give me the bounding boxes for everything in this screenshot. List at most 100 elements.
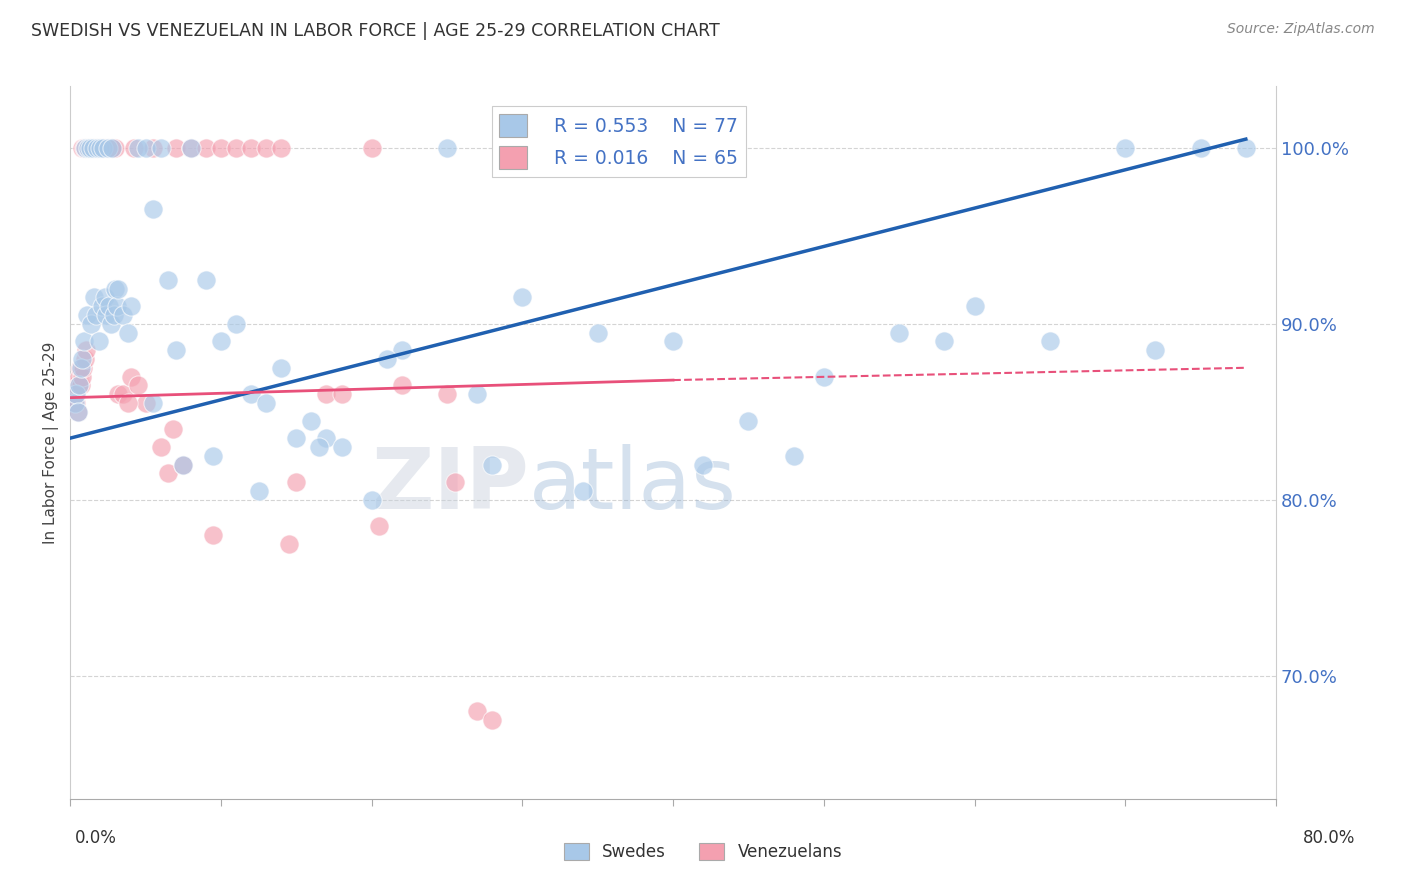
Point: [66, 405, 89, 419]
Point: [107, 282, 129, 296]
Point: [209, 334, 232, 349]
Point: [111, 308, 134, 322]
Point: [247, 483, 270, 498]
Point: [65, 378, 87, 392]
Point: [315, 387, 337, 401]
Point: [84, 308, 107, 322]
Point: [165, 141, 187, 155]
Point: [120, 369, 142, 384]
Legend:   R = 0.553    N = 77,   R = 0.016    N = 65: R = 0.553 N = 77, R = 0.016 N = 65: [492, 106, 745, 177]
Point: [72, 351, 94, 366]
Point: [101, 141, 124, 155]
Point: [142, 141, 165, 155]
Text: 0.0%: 0.0%: [75, 829, 117, 847]
Point: [79, 141, 101, 155]
Point: [165, 343, 187, 358]
Point: [149, 141, 172, 155]
Point: [100, 317, 122, 331]
Point: [180, 141, 202, 155]
Point: [65, 387, 87, 401]
Point: [80, 317, 103, 331]
Point: [180, 141, 202, 155]
Point: [465, 387, 488, 401]
Point: [87, 334, 110, 349]
Point: [157, 273, 180, 287]
Point: [117, 396, 139, 410]
Point: [62, 396, 84, 410]
Point: [104, 282, 127, 296]
Point: [94, 141, 117, 155]
Point: [120, 299, 142, 313]
Point: [202, 528, 225, 542]
Point: [299, 413, 322, 427]
Point: [72, 360, 94, 375]
Point: [69, 360, 91, 375]
Point: [93, 141, 115, 155]
Point: [76, 308, 98, 322]
Point: [436, 141, 458, 155]
Point: [89, 141, 111, 155]
Point: [240, 141, 263, 155]
Point: [285, 431, 308, 445]
Point: [360, 492, 382, 507]
Point: [391, 343, 413, 358]
Point: [443, 475, 465, 489]
Point: [142, 396, 165, 410]
Point: [157, 467, 180, 481]
Point: [66, 405, 89, 419]
Point: [285, 475, 308, 489]
Point: [80, 141, 103, 155]
Point: [97, 141, 120, 155]
Point: [254, 396, 277, 410]
Point: [315, 431, 337, 445]
Point: [571, 483, 593, 498]
Point: [481, 713, 503, 727]
Point: [73, 351, 96, 366]
Point: [127, 378, 149, 392]
Point: [87, 141, 110, 155]
Point: [67, 378, 90, 392]
Point: [194, 141, 217, 155]
Text: SWEDISH VS VENEZUELAN IN LABOR FORCE | AGE 25-29 CORRELATION CHART: SWEDISH VS VENEZUELAN IN LABOR FORCE | A…: [31, 22, 720, 40]
Point: [270, 360, 292, 375]
Point: [436, 387, 458, 401]
Point: [465, 704, 488, 718]
Point: [75, 141, 97, 155]
Point: [662, 334, 685, 349]
Point: [86, 141, 108, 155]
Point: [481, 458, 503, 472]
Point: [70, 369, 93, 384]
Point: [1039, 334, 1062, 349]
Point: [586, 326, 609, 340]
Point: [72, 141, 94, 155]
Point: [368, 519, 391, 533]
Point: [100, 141, 122, 155]
Point: [84, 141, 107, 155]
Point: [360, 141, 382, 155]
Point: [512, 290, 534, 304]
Point: [104, 141, 127, 155]
Point: [107, 387, 129, 401]
Point: [254, 141, 277, 155]
Point: [270, 141, 292, 155]
Point: [963, 299, 986, 313]
Point: [240, 387, 263, 401]
Text: atlas: atlas: [529, 443, 737, 527]
Y-axis label: In Labor Force | Age 25-29: In Labor Force | Age 25-29: [44, 342, 59, 544]
Point: [330, 387, 353, 401]
Point: [90, 299, 112, 313]
Point: [308, 440, 330, 454]
Point: [93, 141, 115, 155]
Point: [391, 378, 413, 392]
Point: [86, 141, 108, 155]
Point: [277, 536, 299, 550]
Point: [98, 299, 121, 313]
Point: [90, 141, 112, 155]
Point: [127, 141, 149, 155]
Point: [1234, 141, 1257, 155]
Point: [79, 141, 101, 155]
Point: [83, 141, 105, 155]
Text: 80.0%: 80.0%: [1302, 829, 1355, 847]
Point: [149, 440, 172, 454]
Point: [142, 202, 165, 217]
